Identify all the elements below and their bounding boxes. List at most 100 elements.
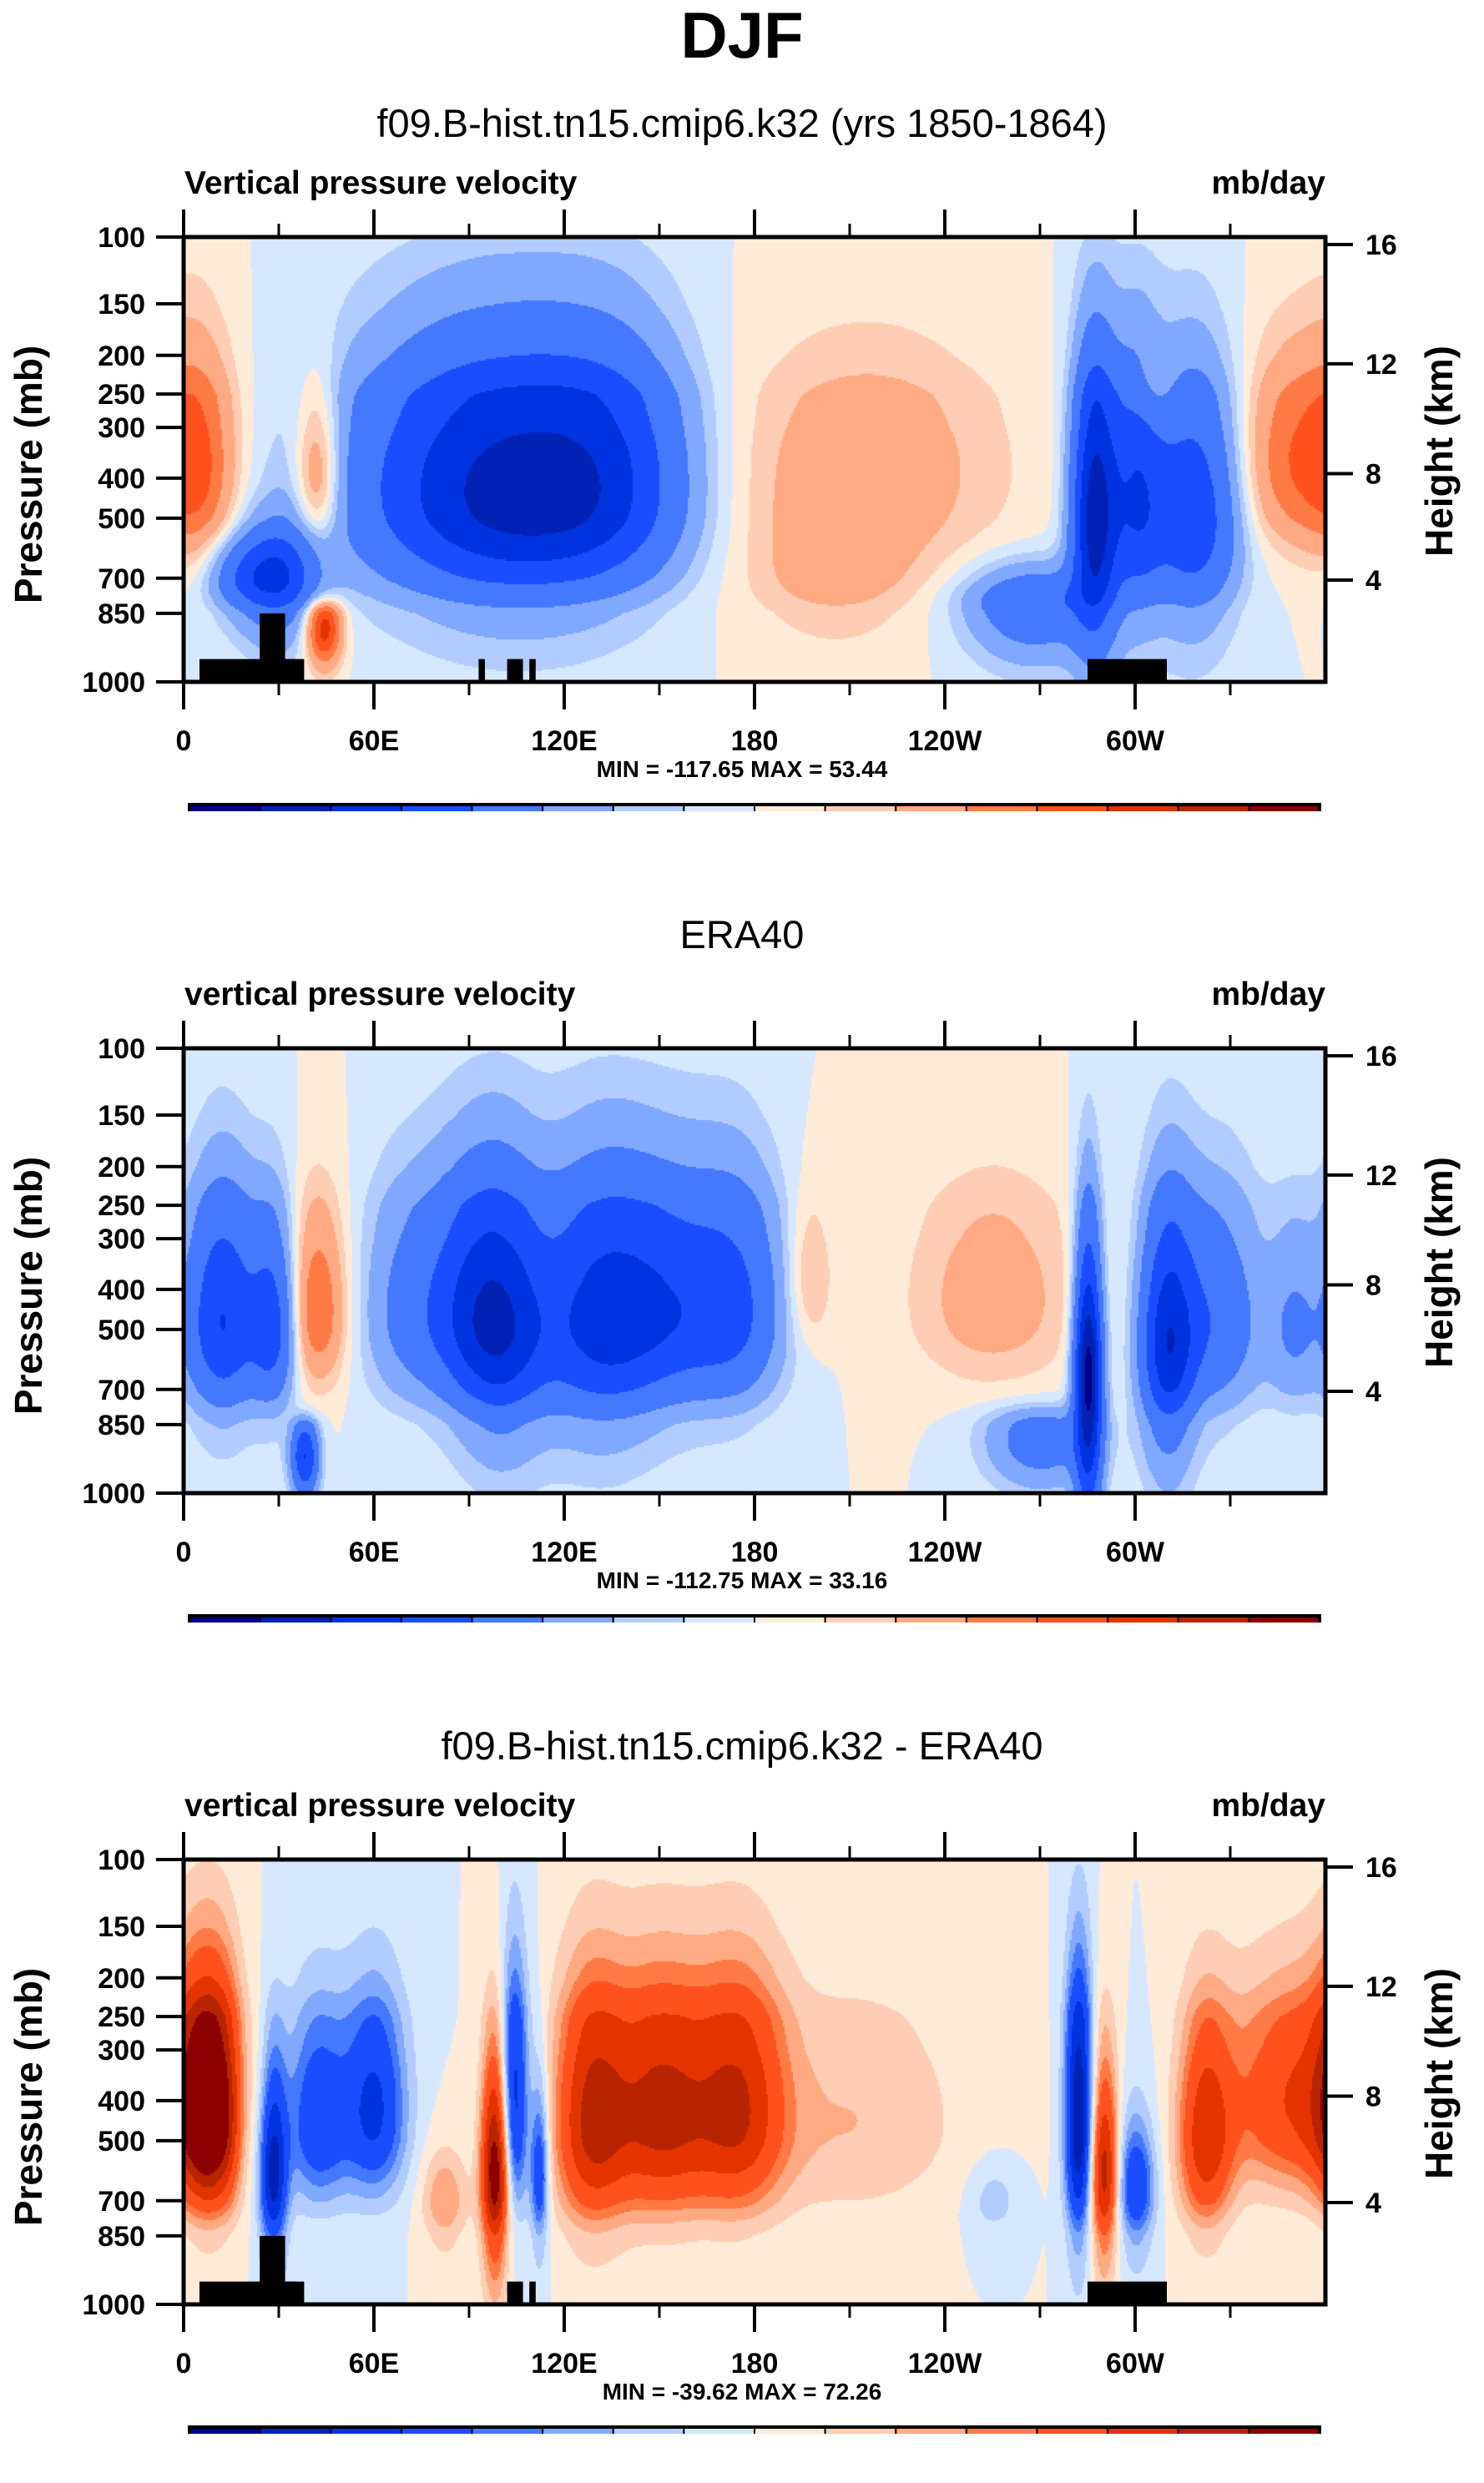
topography-block <box>1088 2281 1167 2304</box>
topography-block <box>507 2281 523 2304</box>
x-tick-label: 180 <box>731 1537 779 1568</box>
x-tick-label: 120W <box>908 1537 983 1568</box>
topography-block <box>285 659 305 682</box>
figure-title: DJF <box>680 0 804 72</box>
y-right-axis-title: Height (km) <box>1417 1157 1461 1368</box>
colorbar-frame <box>188 803 1321 811</box>
panel-title: f09.B-hist.tn15.cmip6.k32 (yrs 1850-1864… <box>376 101 1108 145</box>
topography-block <box>1088 659 1167 682</box>
y-tick-label: 150 <box>98 1911 145 1943</box>
y-tick-label: 200 <box>98 1152 145 1183</box>
x-tick-label: 60E <box>349 2348 400 2380</box>
x-tick-label: 120W <box>908 725 983 757</box>
x-tick-label: 60W <box>1106 2348 1165 2380</box>
y-right-tick-label: 16 <box>1365 1852 1397 1884</box>
chart-panel-3: f09.B-hist.tn15.cmip6.k32 - ERA40 vertica… <box>0 1623 1484 2434</box>
y-tick-label: 100 <box>98 1033 145 1065</box>
topography-block <box>285 2281 305 2304</box>
x-tick-label: 0 <box>176 725 192 757</box>
topography-block <box>260 613 285 682</box>
topography-block <box>478 659 485 682</box>
y-tick-label: 300 <box>98 2035 145 2067</box>
x-tick-label: 120W <box>908 2348 983 2380</box>
y-tick-label: 150 <box>98 289 145 320</box>
x-tick-label: 120E <box>531 1537 597 1568</box>
min-max-text: MIN = -112.75 MAX = 33.16 <box>596 1567 888 1593</box>
x-tick-label: 60E <box>349 725 400 757</box>
y-tick-label: 400 <box>98 463 145 495</box>
y-tick-label: 200 <box>98 341 145 372</box>
y-tick-label: 700 <box>98 563 145 595</box>
y-right-tick-label: 4 <box>1365 2188 1381 2219</box>
panel-title: f09.B-hist.tn15.cmip6.k32 - ERA40 <box>441 1723 1043 1768</box>
x-tick-label: 60W <box>1106 1537 1165 1568</box>
y-tick-label: 400 <box>98 2086 145 2117</box>
topography-block <box>260 2235 285 2304</box>
y-right-tick-label: 16 <box>1365 1041 1397 1072</box>
units-label: mb/day <box>1211 977 1325 1012</box>
topography-block <box>507 659 523 682</box>
y-tick-label: 100 <box>98 222 145 254</box>
colorbar-frame <box>188 1614 1321 1623</box>
y-right-tick-label: 12 <box>1365 349 1397 381</box>
panel-title: ERA40 <box>679 912 805 956</box>
x-tick-label: 180 <box>731 725 779 757</box>
y-axis-title: Pressure (mb) <box>7 346 50 603</box>
y-tick-label: 850 <box>98 1410 145 1441</box>
y-tick-label: 250 <box>98 379 145 411</box>
y-tick-label: 300 <box>98 412 145 444</box>
plot-frame <box>181 1046 1328 1496</box>
x-tick-label: 60W <box>1106 725 1165 757</box>
y-tick-label: 200 <box>98 1963 145 1995</box>
y-tick-label: 850 <box>98 598 145 630</box>
y-right-tick-label: 12 <box>1365 1971 1397 2003</box>
x-tick-label: 0 <box>176 1537 192 1568</box>
variable-name-label: vertical pressure velocity <box>184 1788 576 1824</box>
y-tick-label: 500 <box>98 2126 145 2157</box>
y-tick-label: 300 <box>98 1224 145 1255</box>
y-axis-title: Pressure (mb) <box>7 1157 50 1415</box>
y-tick-label: 700 <box>98 2186 145 2218</box>
y-right-tick-label: 4 <box>1365 565 1381 597</box>
y-right-axis-title: Height (km) <box>1417 346 1461 557</box>
y-right-tick-label: 16 <box>1365 230 1397 261</box>
y-right-axis-title: Height (km) <box>1417 1968 1461 2179</box>
x-tick-label: 60E <box>349 1537 400 1568</box>
y-right-tick-label: 8 <box>1365 459 1381 491</box>
min-max-text: MIN = -117.65 MAX = 53.44 <box>596 756 888 782</box>
plot-frame <box>181 1857 1328 2307</box>
y-tick-label: 1000 <box>82 2289 145 2321</box>
y-tick-label: 250 <box>98 2001 145 2033</box>
y-right-tick-label: 12 <box>1365 1160 1397 1192</box>
x-tick-label: 180 <box>731 2348 779 2380</box>
y-right-tick-label: 4 <box>1365 1376 1381 1408</box>
y-tick-label: 100 <box>98 1845 145 1876</box>
contour-field <box>184 1048 1325 1493</box>
y-axis-title: Pressure (mb) <box>7 1968 50 2226</box>
topography-block <box>529 659 536 682</box>
y-tick-label: 250 <box>98 1190 145 1222</box>
chart-panel-2: ERA40 vertical pressure velocity mb/day 0 60… <box>0 811 1484 1623</box>
min-max-text: MIN = -39.62 MAX = 72.26 <box>602 2379 882 2405</box>
y-tick-label: 850 <box>98 2221 145 2253</box>
y-right-tick-label: 8 <box>1365 1270 1381 1302</box>
y-tick-label: 1000 <box>82 667 145 699</box>
x-tick-label: 0 <box>176 2348 192 2380</box>
colorbar-frame <box>188 2425 1321 2434</box>
y-tick-label: 150 <box>98 1100 145 1132</box>
y-tick-label: 700 <box>98 1375 145 1406</box>
y-right-tick-label: 8 <box>1365 2082 1381 2113</box>
y-tick-label: 400 <box>98 1274 145 1306</box>
y-tick-label: 500 <box>98 503 145 535</box>
y-tick-label: 500 <box>98 1315 145 1346</box>
variable-name-label: Vertical pressure velocity <box>184 165 578 201</box>
variable-name-label: vertical pressure velocity <box>184 977 576 1012</box>
plot-frame <box>181 235 1328 684</box>
chart-panel-1: f09.B-hist.tn15.cmip6.k32 (yrs 1850-1864… <box>0 0 1484 811</box>
topography-block <box>529 2281 536 2304</box>
contour-field <box>184 237 1325 682</box>
x-tick-label: 120E <box>531 2348 597 2380</box>
